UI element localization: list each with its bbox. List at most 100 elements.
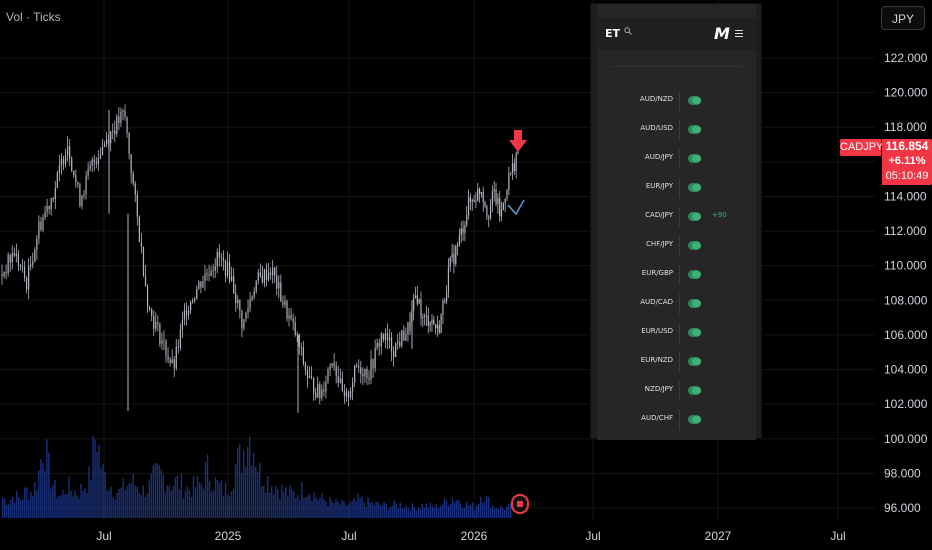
pair-row[interactable]: EUR/JPY [597,178,756,198]
pair-row[interactable]: AUD/USD [597,120,756,140]
pair-toggle[interactable] [688,183,701,192]
pair-toggle[interactable] [688,125,701,134]
et-logo[interactable]: ET [605,27,621,40]
candle-body [335,366,337,376]
candle-body [263,269,266,283]
pair-row[interactable]: EUR/USD [597,323,756,343]
volume-bar [34,482,36,518]
candle-body [60,158,63,166]
pair-row[interactable]: EUR/NZD [597,352,756,372]
volume-bar [329,496,331,518]
volume-bar [341,499,343,518]
volume-bar [72,496,74,518]
candle-body [451,253,453,258]
search-icon[interactable] [624,27,632,35]
pair-row[interactable]: NZD/JPY [597,381,756,401]
volume-bar [391,505,393,518]
pair-row[interactable]: AUD/CAD [597,294,756,314]
volume-bar [78,498,80,518]
candle-body [331,363,333,366]
pair-toggle[interactable] [688,241,701,250]
volume-bar [383,502,385,518]
candle-body [17,253,20,266]
hamburger-menu-icon[interactable] [735,30,743,37]
pair-label: CAD/JPY [645,211,673,219]
candle-body [241,310,243,329]
volume-bar [36,490,38,518]
volume-bar [82,490,84,518]
volume-bar [158,465,161,518]
volume-bar [94,439,96,518]
volume-bar [415,510,418,518]
candle-body [214,266,216,271]
candle-body [251,296,253,300]
pair-toggle[interactable] [688,357,701,366]
candle-body [89,165,91,169]
pair-toggle[interactable] [688,386,701,395]
pair-row[interactable]: CHF/JPY [597,236,756,256]
pair-row[interactable]: EUR/GBP [597,265,756,285]
volume-bar [269,492,271,518]
scroll-to-realtime-icon[interactable] [511,494,529,514]
currency-button[interactable]: JPY [881,6,925,30]
candle-body [228,261,231,281]
candle-body [132,173,134,184]
volume-bar [2,498,4,518]
candle-body [327,369,329,382]
candle-body [288,315,290,319]
volume-bar [188,490,191,518]
volume-bar [263,486,265,518]
volume-indicator-label[interactable]: Vol · Ticks [6,10,61,24]
pair-toggle[interactable] [688,96,701,105]
volume-bar [439,506,442,518]
volume-bar [122,478,124,518]
volume-bar [104,471,106,518]
pair-toggle[interactable] [688,270,701,279]
volume-bar [176,475,179,518]
candle-body [136,194,138,217]
volume-bar [48,452,50,518]
candle-body [9,254,11,263]
badge-symbol: CADJPY [840,139,883,156]
volume-bar [136,486,138,518]
volume-bar [425,503,428,518]
m-logo[interactable]: M [714,24,730,43]
volume-bar [467,505,470,518]
volume-bar [257,471,259,518]
pair-row[interactable]: CAD/JPY +90 [597,207,756,227]
volume-bar [295,497,297,518]
pair-toggle[interactable] [688,154,701,163]
candle-body [424,316,426,318]
volume-bar [238,444,241,518]
volume-bar [20,500,22,518]
candle-body [372,359,374,369]
candle-body [405,334,407,341]
volume-bar [64,494,66,518]
y-tick-label: 98.000 [884,466,921,480]
volume-bar [222,495,225,518]
volume-bar [293,491,295,518]
volume-bar [419,508,422,518]
candle-body [3,272,5,277]
volume-bar [429,502,432,518]
pair-toggle[interactable] [688,299,701,308]
pair-row[interactable]: AUD/CHF [597,410,756,430]
candle-body [261,275,263,283]
candle-body [44,211,46,218]
candle-body [433,319,435,325]
time-axis[interactable]: Jul 2025 Jul 2026 Jul 2027 Jul [96,529,845,543]
volume-bar [14,502,16,518]
pair-row[interactable]: AUD/NZD [597,91,756,111]
volume-bar [389,507,391,518]
volume-bar [335,499,337,518]
pair-toggle[interactable] [688,415,701,424]
price-badge: CADJPY 116.854 +6.11% 05:10:49 [840,139,932,185]
candle-body [218,251,220,258]
pair-toggle[interactable] [688,328,701,337]
pair-toggle[interactable] [688,212,701,221]
volume-bar [90,479,92,518]
pair-row[interactable]: AUD/JPY [597,149,756,169]
candle-body [224,260,227,276]
price-axis[interactable]: 122.000120.000118.000116.000114.000112.0… [884,51,928,515]
